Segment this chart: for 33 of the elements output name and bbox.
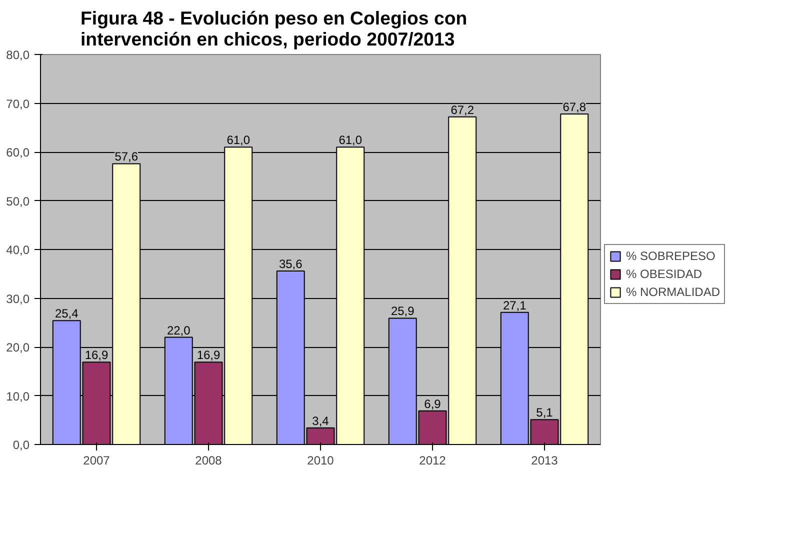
data-label: 25,9 [390, 304, 415, 318]
legend-label: % OBESIDAD [626, 267, 702, 281]
y-tick-label: 30,0 [6, 292, 30, 306]
data-label: 57,6 [114, 150, 138, 164]
y-tick-label: 70,0 [6, 96, 30, 111]
data-label: 3,4 [312, 414, 330, 428]
data-label: 61,0 [226, 133, 250, 148]
legend-label: % NORMALIDAD [626, 285, 720, 299]
data-label: 6,9 [424, 396, 442, 411]
chart-title: Figura 48 - Evolución peso en Colegios con intervención en chicos, periodo 2007/2013 [80, 8, 468, 50]
x-tick-label: 2007 [83, 454, 110, 468]
legend-label: % SOBREPESO [626, 249, 716, 263]
data-label: 5,1 [536, 406, 554, 420]
x-tick-label: 2010 [307, 454, 334, 468]
data-label: 35,6 [278, 256, 303, 271]
x-tick-label: 2008 [195, 454, 222, 468]
y-tick-label: 80,0 [6, 48, 30, 62]
y-tick-label: 10,0 [6, 389, 30, 404]
data-label: 61,0 [338, 133, 362, 148]
x-tick-label: 2013 [531, 454, 558, 468]
data-label: 16,9 [84, 348, 109, 362]
y-tick-label: 50,0 [6, 194, 30, 208]
data-label: 16,9 [196, 348, 221, 362]
y-tick-label: 20,0 [6, 340, 30, 354]
y-tick-label: 40,0 [6, 243, 30, 257]
data-label: 25,4 [54, 306, 79, 321]
y-tick-label: 60,0 [6, 146, 30, 160]
data-label: 67,8 [562, 100, 586, 114]
data-label: 27,1 [502, 298, 527, 312]
data-label: 67,2 [450, 102, 474, 117]
y-tick-label: 0,0 [12, 438, 30, 452]
x-tick-label: 2012 [419, 454, 446, 468]
data-label: 22,0 [166, 323, 191, 338]
